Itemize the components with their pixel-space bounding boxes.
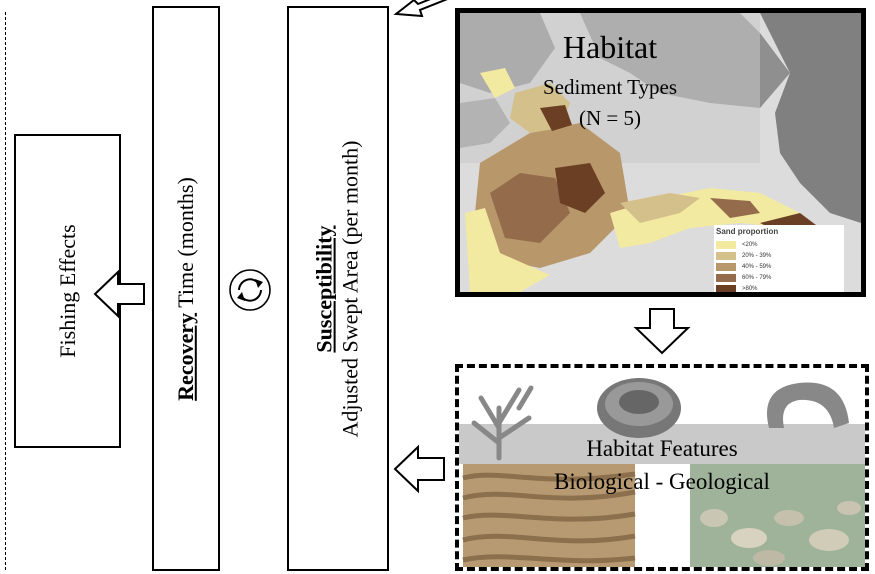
susceptibility-title: Susceptibility — [312, 140, 338, 437]
habitat-features-panel: Habitat Features Biological - Geological — [455, 364, 869, 571]
recovery-rest: Time (months) — [172, 176, 198, 313]
legend-label: >80% — [742, 285, 758, 292]
arrow-down-icon — [633, 308, 691, 355]
habitat-title: Habitat — [562, 29, 658, 65]
susceptibility-box: Susceptibility Adjusted Swept Area (per … — [287, 6, 389, 571]
legend-label: 60% - 79% — [742, 274, 772, 281]
arrow-left-icon — [93, 269, 145, 319]
legend-label: 20% - 39% — [742, 252, 772, 259]
habitat-features-illustration — [459, 378, 865, 567]
legend-item: 60% - 79% — [714, 272, 844, 283]
recovery-box: Recovery Time (months) — [152, 6, 220, 571]
recovery-bold: Recovery — [172, 312, 198, 401]
habitat-subtitle: Sediment Types — [542, 75, 678, 99]
left-dashed-boundary — [5, 12, 6, 570]
arrow-left-icon — [393, 444, 445, 494]
legend-item: 20% - 39% — [714, 250, 844, 261]
legend-swatch — [716, 284, 736, 292]
legend-item: 40% - 59% — [714, 261, 844, 272]
legend-swatch — [716, 262, 736, 271]
legend-swatch — [716, 251, 736, 260]
legend-item: <20% — [714, 239, 844, 250]
susceptibility-title-text: Susceptibility — [311, 224, 337, 353]
habitat-features-subtitle: Biological - Geological — [554, 469, 770, 494]
susceptibility-subtitle: Adjusted Swept Area (per month) — [338, 140, 363, 437]
sand-legend: Sand proportion <20% 20% - 39% 40% - 59%… — [714, 225, 844, 292]
recovery-label: Recovery Time (months) — [173, 177, 199, 401]
cycle-icon — [229, 269, 271, 311]
legend-swatch — [716, 273, 736, 282]
legend-swatch — [716, 240, 736, 249]
fishing-effects-label: Fishing Effects — [54, 224, 80, 358]
arrow-down-left-icon — [393, 0, 448, 18]
legend-label: <20% — [742, 241, 758, 248]
legend-label: 40% - 59% — [742, 263, 772, 270]
habitat-map — [460, 13, 861, 292]
legend-item: >80% — [714, 283, 844, 292]
susceptibility-label: Susceptibility Adjusted Swept Area (per … — [312, 140, 365, 437]
habitat-count: (N = 5) — [579, 106, 641, 130]
legend-title: Sand proportion — [716, 227, 779, 236]
habitat-features-title: Habitat Features — [586, 436, 738, 461]
habitat-map-panel: Habitat Sediment Types (N = 5) Sand prop… — [455, 8, 866, 297]
